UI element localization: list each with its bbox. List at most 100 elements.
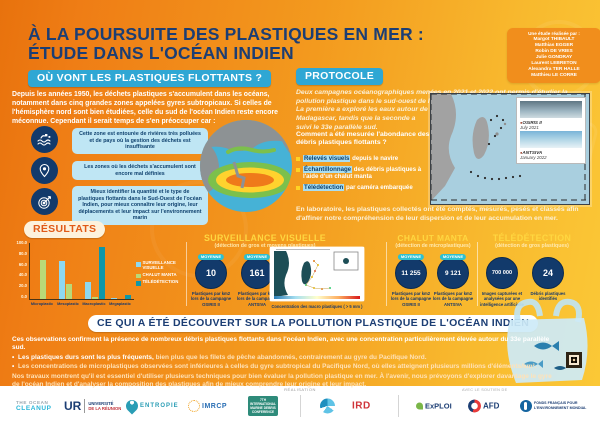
section-heading-discoveries: CE QUI A ÉTÉ DÉCOUVERT SUR LA POLLUTION …: [88, 315, 539, 332]
stat-antsiva-trawl: MOYENNE 9 121 Plastiques par km2 lors de…: [432, 254, 474, 307]
panel-title-chalut: CHALUT MANTA: [397, 233, 469, 243]
method-trawl-sampling: Échantillonnage des débris plastiques à …: [296, 165, 434, 181]
concentration-colorbar: [274, 296, 360, 299]
legend-date-2: January 2022: [520, 155, 547, 160]
legend-entry: SURVEILLANCE VISUELLE: [136, 260, 184, 271]
y-tick-label: 20.0: [18, 283, 27, 288]
stat-value: 24: [532, 257, 564, 289]
stat-badge: MOYENNE: [197, 254, 225, 260]
y-tick-label: 60.0: [18, 261, 27, 267]
discoveries-bullet-2: Les concentrations de microplastiques ob…: [12, 363, 560, 371]
title-line-1: À LA POURSUITE DES PLASTIQUES EN MER :: [28, 24, 424, 44]
legend-label: TÉLÉDÉTECTION: [142, 279, 179, 285]
panel-divider: [477, 242, 478, 306]
where-point-1: Cette zone est entourée de rivières très…: [72, 128, 208, 154]
chart-legend: SURVEILLANCE VISUELLE CHALUT MANTA TÉLÉDÉT…: [136, 260, 184, 288]
stat-osiris-visual: MOYENNE 10 Plastiques par km2 lors de la…: [188, 254, 234, 307]
qr-code: [566, 352, 582, 368]
list-item: Matthias EGGER: [534, 42, 574, 48]
list-item: Robin DE VRIES: [535, 48, 573, 54]
y-tick-label: 0.0: [21, 293, 27, 299]
where-intro-text: Depuis les années 1950, les déchets plas…: [12, 91, 278, 125]
protocole-intro-1: Deux campagnes océanographiques menées e…: [296, 89, 568, 105]
title-line-2: ÉTUDE DANS L'OCÉAN INDIEN: [28, 42, 294, 63]
legend-swatch: [136, 281, 141, 286]
section-heading-resultats: RÉSULTATS: [24, 221, 106, 238]
concentration-map: [270, 247, 364, 301]
stat-images-analyzed: 700 000 Images capturées et analysées pa…: [480, 257, 524, 307]
discoveries-outro: Nos travaux montrent qu'il est essentiel…: [12, 373, 552, 388]
campaign-map: OSIRIS II July 2021 ANTSIVA January 2022: [430, 93, 590, 205]
page-title: À LA POURSUITE DES PLASTIQUES EN MER : É…: [28, 25, 424, 63]
section-heading-where: OÙ VONT LES PLASTIQUES FLOTTANTS ?: [28, 70, 272, 87]
support-label: AVEC LE SOUTIEN DE: [462, 388, 508, 392]
gyre-globe-illustration: [200, 120, 292, 212]
legend-campaign-2: ANTSIVA: [520, 150, 582, 155]
discoveries-text: Ces observations confirment la présence …: [12, 336, 560, 391]
spiral-logo: [320, 398, 335, 414]
bar: [85, 281, 91, 299]
stat-label: Images capturées et analysées par une in…: [480, 291, 524, 307]
bar: [92, 297, 98, 299]
bar-group-Macroplastic: [82, 243, 108, 299]
results-chart: 100.0 80.0 60.0 40.0 20.0 0.0 Microplastic Mes…: [12, 240, 184, 311]
ffem-logo: FONDS FRANÇAIS POUR L'ENVIRONNEMENT MOND…: [520, 400, 586, 412]
x-tick-label: Microplastic: [30, 302, 54, 306]
legend-swatch: [136, 262, 141, 267]
entropie-wave-icon: [123, 397, 141, 415]
afd-circle-icon: [468, 399, 481, 413]
stat-label: Plastiques par km2 lors de la campagne A…: [432, 291, 474, 307]
ship-photo-antsiva: [520, 131, 582, 148]
location-pin-icon: [31, 157, 58, 184]
panel-subtitle-surveillance: (détection de gros et moyens plastiques): [214, 243, 316, 249]
x-tick-label: Macroplastic: [82, 302, 106, 306]
legend-entry: CHALUT MANTA: [136, 271, 184, 279]
stat-value: 161: [241, 257, 273, 289]
panel-title-teledetection: TÉLÉDÉTECTION: [492, 233, 572, 243]
imrcp-logo: IMRCP: [188, 400, 227, 412]
chart-y-axis: 100.0 80.0 60.0 40.0 20.0 0.0: [12, 240, 27, 299]
where-point-2: Les zones où les déchets s'accumulent so…: [72, 161, 208, 181]
list-item: Margot THIBAULT: [533, 37, 575, 42]
panel-subtitle-teledetection: (détection de gros plastiques): [495, 243, 569, 249]
legend-entry: TÉLÉDÉTECTION: [136, 279, 184, 286]
ird-logo: IRD: [352, 400, 371, 412]
discoveries-bullet-1: Les plastiques durs sont les plus fréque…: [12, 354, 560, 362]
x-tick-label: Megaplastic: [109, 302, 131, 306]
stat-badge: MOYENNE: [243, 254, 271, 260]
y-tick-label: 100.0: [16, 240, 27, 245]
list-item: Alexandra TER HALLE: [528, 66, 580, 72]
ffem-globe-icon: [520, 400, 532, 412]
legend-label: CHALUT MANTA: [142, 271, 177, 277]
method-visual-survey: Relevés visuels depuis le navire: [296, 155, 434, 163]
bar-group-Microplastic: [30, 243, 56, 299]
stat-label: Plastiques par km2 lors de la campagne A…: [236, 291, 278, 307]
universite-reunion-logo: UR UNIVERSITÉ DE LA RÉUNION: [64, 399, 122, 413]
method-remote-sensing: Télédétection par caméra embarquée: [296, 183, 434, 192]
exploi-logo: ExPLOI: [416, 402, 452, 411]
protocole-question: Comment a été mesurée l'abondance des dé…: [296, 131, 430, 147]
discoveries-intro: Ces observations confirment la présence …: [12, 336, 550, 351]
bar: [125, 294, 131, 299]
x-tick-label: Mesoplastic: [57, 302, 79, 306]
ship-photo-osiris: [520, 101, 582, 118]
polluted-river-icon: [31, 126, 58, 153]
legend-campaign-1: OSIRIS II: [520, 120, 582, 125]
stat-badge: MOYENNE: [439, 254, 467, 260]
stat-label: Plastiques par km2 lors de la campagne O…: [190, 291, 232, 307]
protocole-intro-2: La première a exploré les eaux autour de…: [296, 106, 428, 131]
stat-osiris-trawl: MOYENNE 11 255 Plastiques par km2 lors d…: [390, 254, 432, 307]
chart-x-axis: Microplastic Mesoplastic Macroplastic Megap…: [29, 302, 133, 306]
bar: [111, 298, 117, 299]
realisation-label: RÉALISATION: [284, 387, 316, 392]
afd-logo: AFD: [468, 399, 499, 413]
footer-divider: [398, 395, 399, 417]
stat-badge: MOYENNE: [397, 254, 425, 260]
stat-value: 11 255: [395, 257, 427, 289]
stat-value: 10: [195, 257, 227, 289]
y-tick-label: 40.0: [18, 272, 27, 278]
list-item: Julie GONDRAY: [535, 54, 573, 60]
concentration-map-caption: Concentration des macro plastiques ( > 5…: [271, 304, 363, 309]
stat-debris-identified: 24 Débris plastiques identifiés: [526, 257, 570, 302]
